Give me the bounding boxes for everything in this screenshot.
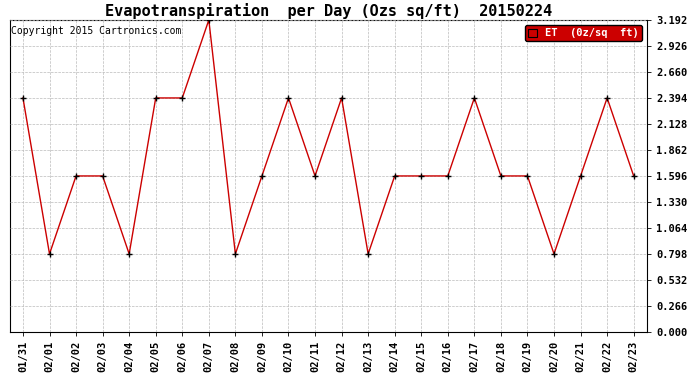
Legend: ET  (0z/sq  ft): ET (0z/sq ft) [525,25,642,41]
Text: Copyright 2015 Cartronics.com: Copyright 2015 Cartronics.com [11,26,181,36]
Title: Evapotranspiration  per Day (Ozs sq/ft)  20150224: Evapotranspiration per Day (Ozs sq/ft) 2… [105,3,552,19]
